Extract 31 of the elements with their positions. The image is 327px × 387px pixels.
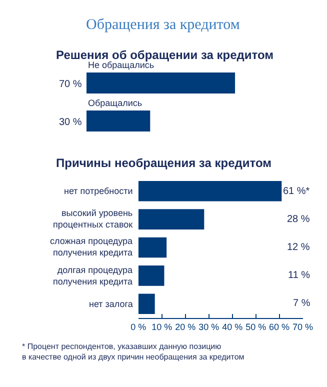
y-tick-label: сложная процедура получения кредита [50,236,133,258]
data-label: 11 % [288,270,310,281]
x-tick-label: 40 % [222,322,243,332]
data-label: 28 % [287,214,310,225]
text: * Процент респондентов, указавших данную позицию в качестве одной из двух причин необращения за кредитом [22,342,244,362]
bar [138,180,282,202]
x-tick-label: 30 % [198,322,220,332]
y-tick-label: нет потребности [64,186,133,196]
chart-subtitle: Решения об обращении за кредитом [56,48,274,62]
data-label: 12 % [287,242,310,253]
data-label: 30 % [59,117,82,128]
y-tick-label: Не обращались [88,60,154,70]
x-tick-label: 10 % [152,322,172,332]
x-tick-label: 70 % [292,322,314,332]
y-tick-label: долгая процедура получения кредита [53,265,133,287]
bar [138,294,155,314]
data-label: 7 % [293,298,310,309]
x-tick-label: 60 % [269,322,290,332]
bar [138,209,204,230]
data-label: 61 %* [283,186,310,197]
y-tick-label: высокий уровень процентных ставок [53,208,133,230]
bar [138,266,164,286]
x-tick-label: 50 % [246,322,266,332]
y-tick-label: нет залога [89,299,133,309]
y-tick-label: Обращались [88,98,142,108]
x-tick-label: 0 % [130,322,146,332]
chart-title: Обращения за кредитом [86,17,240,33]
data-label: 70 % [59,79,82,90]
bar [138,237,167,258]
chart-title: Причины необращения за кредитом [56,156,272,170]
x-tick-label: 20 % [175,322,196,332]
